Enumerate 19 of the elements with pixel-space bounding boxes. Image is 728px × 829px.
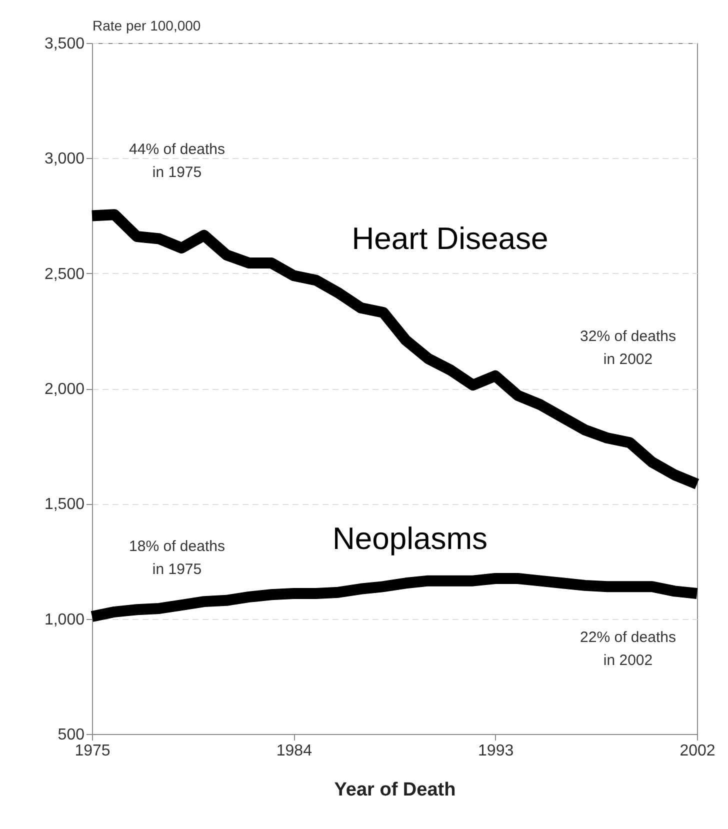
series-label: Neoplasms bbox=[332, 521, 488, 556]
annotation: 18% of deaths in 1975 bbox=[129, 538, 225, 578]
y-axis-title: Rate per 100,000 bbox=[92, 18, 201, 34]
x-tick-label: 1984 bbox=[276, 742, 312, 760]
x-tick-label: 1993 bbox=[478, 742, 514, 760]
x-tick-label: 1975 bbox=[74, 742, 110, 760]
annotation: 44% of deaths in 1975 bbox=[129, 141, 225, 181]
y-tick-label: 500 bbox=[58, 726, 85, 744]
y-tick-label: 3,500 bbox=[44, 36, 85, 52]
y-tick-label: 2,000 bbox=[44, 381, 85, 398]
annotation: 32% of deaths in 2002 bbox=[580, 328, 676, 368]
series-label: Heart Disease bbox=[352, 221, 548, 256]
y-tick-label: 3,000 bbox=[44, 150, 85, 168]
y-tick-label: 1,500 bbox=[44, 496, 85, 514]
annotation: 22% of deaths in 2002 bbox=[580, 629, 676, 669]
y-tick-label: 1,000 bbox=[44, 611, 85, 628]
y-tick-label: 2,500 bbox=[44, 266, 85, 283]
x-tick-label: 2002 bbox=[680, 742, 716, 760]
x-axis-title: Year of Death bbox=[334, 780, 456, 800]
